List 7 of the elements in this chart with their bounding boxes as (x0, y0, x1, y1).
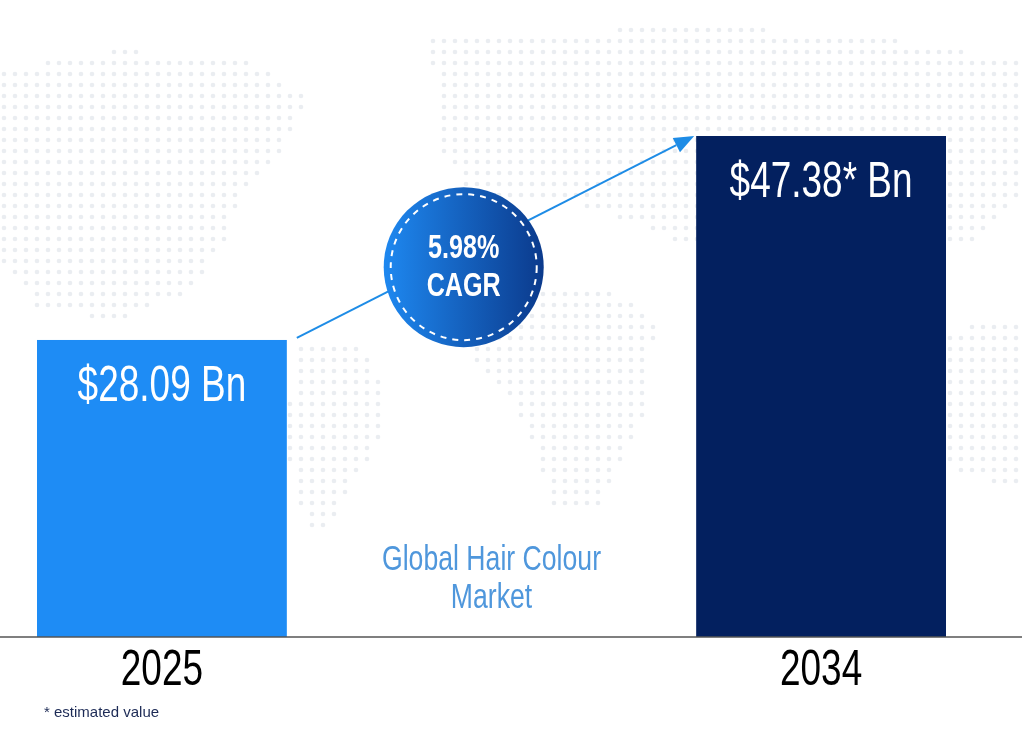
text: * estimated value (44, 703, 160, 720)
text: Global Hair Colour Market (381, 537, 602, 616)
x-tick-label: 2034 (779, 639, 863, 696)
data-label: $47.38* Bn (729, 151, 913, 208)
data-label: $28.09 Bn (77, 355, 247, 412)
annotation: 5.98% CAGR (426, 227, 501, 303)
x-tick-label: 2025 (120, 639, 204, 696)
